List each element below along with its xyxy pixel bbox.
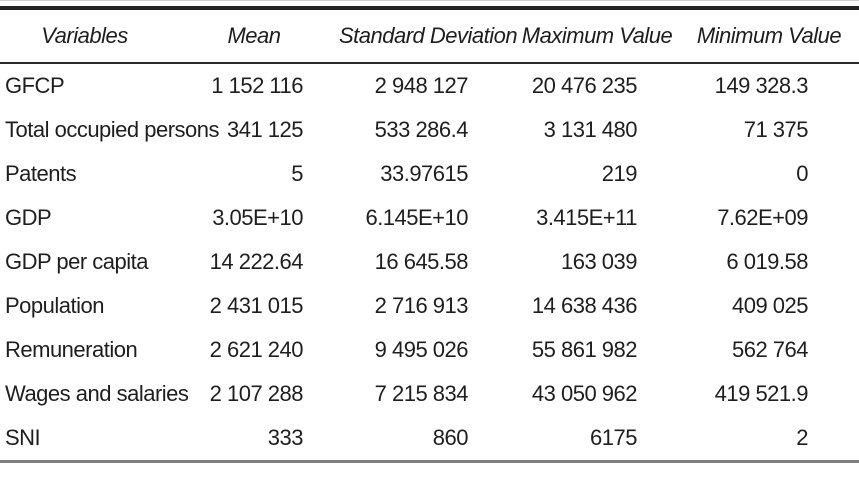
column-header-maximum-value: Maximum Value <box>515 8 679 64</box>
stddev-cell: 860 <box>339 416 515 463</box>
table-row: Total occupied persons 341 125 533 286.4… <box>0 108 859 152</box>
stddev-cell: 2 716 913 <box>374 293 469 318</box>
mean-cell: 14 222.64 <box>209 249 304 274</box>
variable-cell: Remuneration <box>5 337 138 362</box>
table-row: GFCP 1 152 116 2 948 127 20 476 235 149 … <box>0 63 859 108</box>
table-row: Wages and salaries 2 107 288 7 215 834 4… <box>0 372 859 416</box>
max-cell: 219 <box>601 161 638 186</box>
min-cell: 149 328.3 <box>714 73 809 98</box>
variable-cell: Total occupied persons <box>5 117 220 142</box>
descriptive-statistics-table: Variables Mean Standard Deviation Maximu… <box>0 6 859 463</box>
table-row: GDP per capita 14 222.64 16 645.58 163 0… <box>0 240 859 284</box>
min-cell: 7.62E+09 <box>717 205 808 230</box>
mean-cell: 2 431 015 <box>209 293 304 318</box>
max-cell: 43 050 962 <box>531 381 638 406</box>
column-header-standard-deviation: Standard Deviation <box>339 8 518 64</box>
table-row: Remuneration 2 621 240 9 495 026 55 861 … <box>0 328 859 372</box>
variable-cell: GDP per capita <box>5 249 149 274</box>
column-header-variables: Variables <box>0 8 169 64</box>
stddev-cell: 533 286.4 <box>374 117 469 142</box>
mean-cell: 5 <box>291 161 303 186</box>
max-cell: 6175 <box>515 416 679 463</box>
max-cell: 3 131 480 <box>543 117 638 142</box>
mean-cell: 333 <box>169 416 339 463</box>
table-row: Population 2 431 015 2 716 913 14 638 43… <box>0 284 859 328</box>
header-row: Variables Mean Standard Deviation Maximu… <box>0 8 859 64</box>
max-cell: 3.415E+11 <box>536 205 637 230</box>
stddev-cell: 16 645.58 <box>374 249 469 274</box>
stddev-cell: 6.145E+10 <box>365 205 468 230</box>
table-row: SNI 333 860 6175 2 <box>0 416 859 463</box>
min-cell: 0 <box>796 161 808 186</box>
min-cell: 6 019.58 <box>726 249 808 274</box>
max-cell: 20 476 235 <box>531 73 638 98</box>
column-header-mean: Mean <box>169 8 339 64</box>
variable-cell: Patents <box>5 161 77 186</box>
column-header-minimum-value: Minimum Value <box>679 8 859 64</box>
variable-cell: SNI <box>0 416 169 463</box>
top-hairline-rule <box>0 0 859 1</box>
min-cell: 419 521.9 <box>714 381 809 406</box>
stddev-cell: 33.97615 <box>380 161 468 186</box>
stddev-cell: 9 495 026 <box>374 337 469 362</box>
min-cell: 562 764 <box>731 337 809 362</box>
variable-cell: Population <box>5 293 104 318</box>
min-cell: 409 025 <box>731 293 809 318</box>
table-row: Patents 5 33.97615 219 0 <box>0 152 859 196</box>
table-row: GDP 3.05E+10 6.145E+10 3.415E+11 7.62E+0… <box>0 196 859 240</box>
table-body: GFCP 1 152 116 2 948 127 20 476 235 149 … <box>0 63 859 463</box>
max-cell: 163 039 <box>560 249 638 274</box>
table-header: Variables Mean Standard Deviation Maximu… <box>0 8 859 64</box>
stddev-cell: 2 948 127 <box>374 73 469 98</box>
max-cell: 55 861 982 <box>531 337 638 362</box>
variable-cell: GDP <box>5 205 52 230</box>
variable-cell: Wages and salaries <box>5 381 189 406</box>
mean-cell: 3.05E+10 <box>212 205 303 230</box>
min-cell: 2 <box>679 416 859 463</box>
mean-cell: 341 125 <box>226 117 304 142</box>
variable-cell: GFCP <box>5 73 65 98</box>
min-cell: 71 375 <box>743 117 809 142</box>
mean-cell: 2 107 288 <box>209 381 304 406</box>
stddev-cell: 7 215 834 <box>374 381 469 406</box>
max-cell: 14 638 436 <box>531 293 638 318</box>
mean-cell: 1 152 116 <box>211 73 303 98</box>
mean-cell: 2 621 240 <box>209 337 304 362</box>
